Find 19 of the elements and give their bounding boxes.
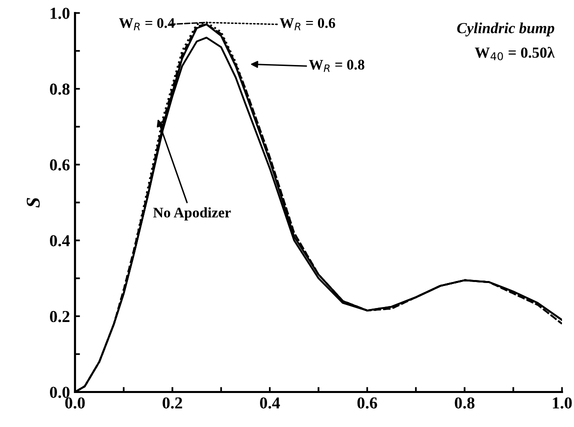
annotation: Cylindric bump: [457, 22, 554, 36]
legend-label: W$_{R}$ = 0.6: [280, 18, 336, 30]
y-tick-label: 0.8: [50, 84, 70, 95]
y-tick-label: 0.6: [50, 159, 70, 171]
y-tick-label: 0.0: [50, 386, 70, 398]
x-tick-label: 0.8: [454, 397, 474, 409]
x-tick-label: 0.0: [65, 397, 85, 409]
series-label: No Apodizer: [153, 207, 231, 220]
x-tick-label: 0.2: [162, 397, 182, 409]
y-axis-title: S: [26, 198, 40, 208]
x-tick-label: 1.0: [552, 397, 572, 409]
legend-label: W$_{R}$ = 0.8: [308, 60, 364, 72]
y-tick-label: 0.4: [50, 235, 70, 246]
series-label: W$_{R}$ = 0.4: [119, 18, 175, 30]
y-tick-label: 0.2: [50, 310, 70, 322]
annotation: W$_{40}$ = 0.50λ: [474, 46, 555, 60]
x-tick-label: 0.6: [357, 397, 378, 409]
y-tick-label: 1.0: [50, 8, 70, 20]
x-tick-label: 0.4: [260, 397, 280, 409]
